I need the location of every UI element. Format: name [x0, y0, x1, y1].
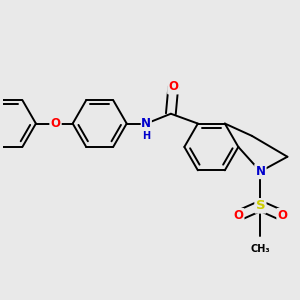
- Text: O: O: [278, 209, 287, 222]
- Text: O: O: [168, 80, 178, 93]
- Text: S: S: [256, 199, 265, 212]
- Text: O: O: [50, 117, 61, 130]
- Text: N: N: [141, 117, 151, 130]
- Text: O: O: [233, 209, 243, 222]
- Text: H: H: [142, 131, 150, 141]
- Text: N: N: [255, 165, 266, 178]
- Text: CH₃: CH₃: [250, 244, 270, 254]
